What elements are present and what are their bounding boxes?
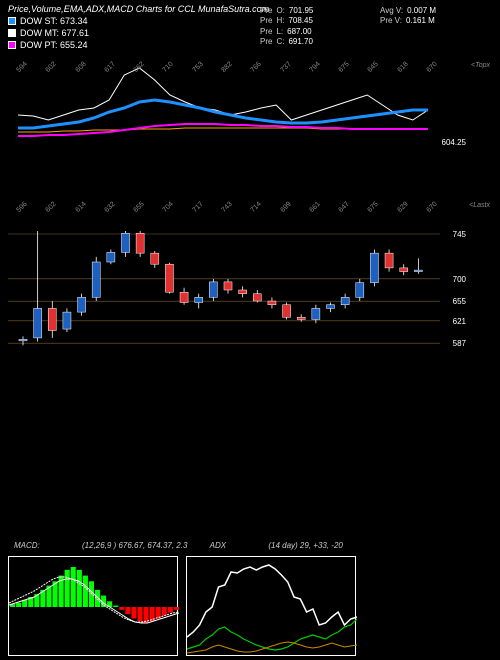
svg-text:604.25: 604.25	[442, 138, 467, 147]
svg-text:621: 621	[453, 317, 467, 326]
adx-panel	[186, 556, 356, 656]
legend-text: DOW ST: 673.34	[20, 16, 88, 26]
legend-color-box	[8, 29, 16, 37]
indicator-panels	[8, 556, 356, 656]
ohlc-stats: PreO:701.95PreH:708.45PreL:687.00PreC:69…	[260, 6, 313, 48]
macd-label-row: MACD: (12,26,9 ) 676.67, 674.37, 2.3 ADX…	[14, 541, 343, 550]
ema-line-chart: 5946026086176627107538827667377946756456…	[8, 60, 492, 160]
macd-panel	[8, 556, 178, 656]
legend-color-box	[8, 41, 16, 49]
svg-text:700: 700	[453, 275, 467, 284]
legend-text: DOW MT: 677.61	[20, 28, 89, 38]
legend-text: DOW PT: 655.24	[20, 40, 88, 50]
volume-stats: Avg V:0.007 MPre V:0.161 M	[380, 6, 436, 27]
svg-text:655: 655	[453, 297, 467, 306]
legend-item: DOW MT: 677.61	[8, 28, 492, 38]
candlestick-chart: 5966026146326557047177437146996616476756…	[8, 200, 492, 360]
legend-color-box	[8, 17, 16, 25]
svg-text:745: 745	[453, 230, 467, 239]
legend-item: DOW PT: 655.24	[8, 40, 492, 50]
svg-text:587: 587	[453, 339, 467, 348]
